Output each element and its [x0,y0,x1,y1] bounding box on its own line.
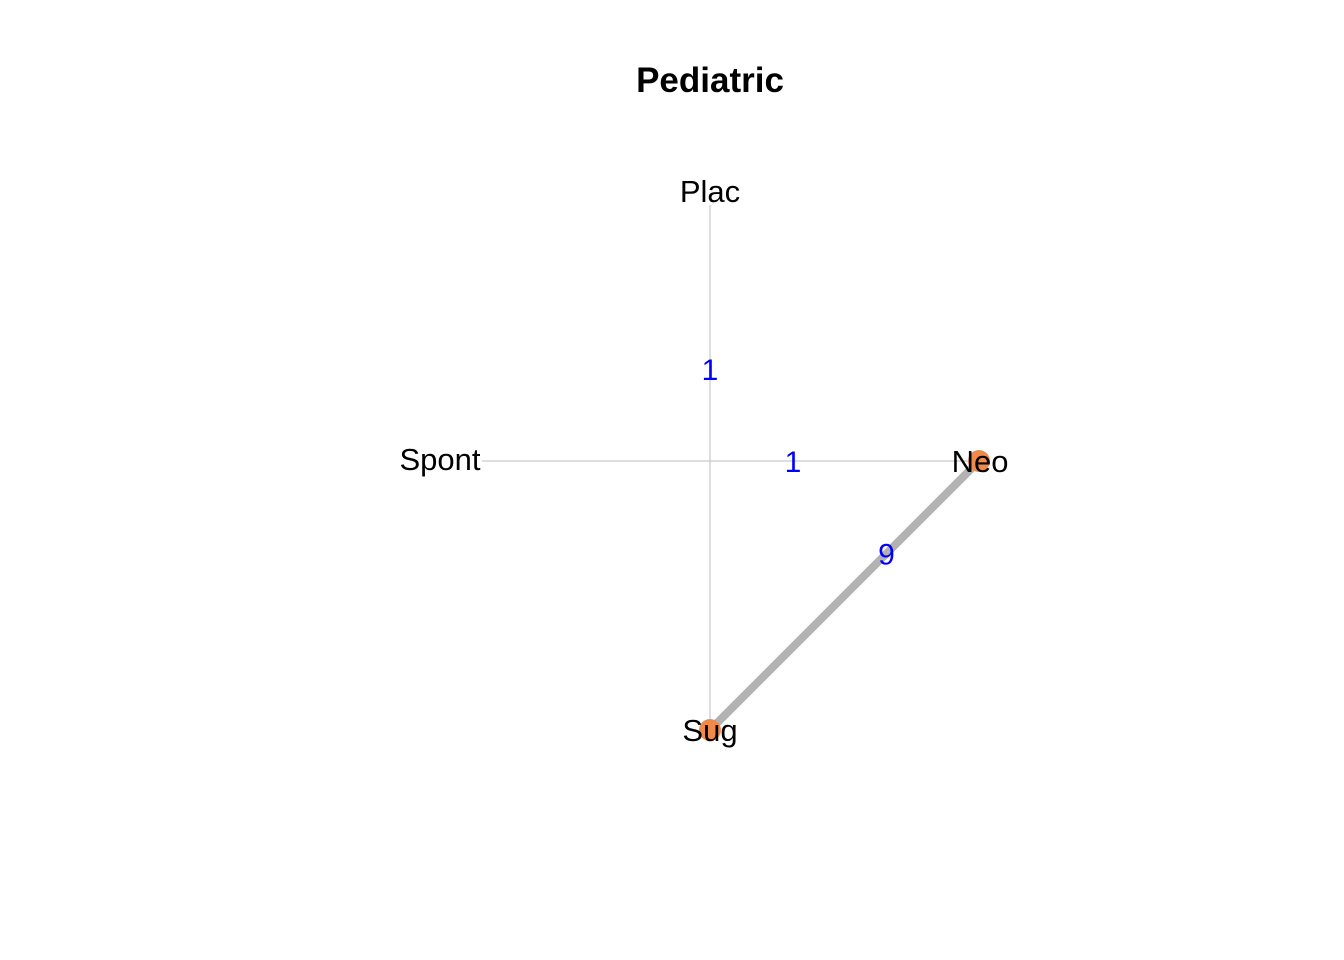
nodes-layer [699,450,990,741]
edges-layer [482,205,982,733]
node-label-spont: Spont [399,442,480,477]
node-label-plac: Plac [680,174,740,209]
node-label-sug: Sug [682,713,737,748]
edge-label: 1 [702,354,719,387]
diagram-title: Pediatric [636,61,784,100]
node-label-neo: Neo [952,444,1009,479]
edge-label: 9 [878,539,895,572]
edge-label: 1 [785,446,802,479]
node-marker-neo [968,450,990,472]
labels-layer: 1 1 9 Plac Spont Neo Sug [399,174,1008,748]
node-marker-sug [699,719,721,741]
edge-neo-sug [707,458,982,733]
